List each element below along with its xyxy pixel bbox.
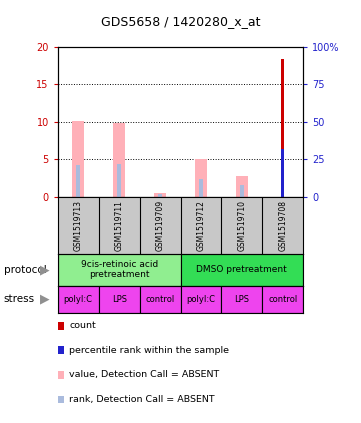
Bar bbox=[158, 194, 162, 197]
Text: percentile rank within the sample: percentile rank within the sample bbox=[69, 346, 229, 355]
Bar bbox=[58, 286, 99, 313]
Text: control: control bbox=[268, 295, 297, 304]
Bar bbox=[73, 121, 84, 197]
Bar bbox=[240, 185, 244, 197]
Text: value, Detection Call = ABSENT: value, Detection Call = ABSENT bbox=[69, 370, 219, 379]
Text: count: count bbox=[69, 321, 96, 330]
Bar bbox=[76, 165, 80, 197]
Text: GSM1519711: GSM1519711 bbox=[115, 200, 123, 251]
Text: GSM1519709: GSM1519709 bbox=[156, 200, 165, 251]
Text: ▶: ▶ bbox=[40, 293, 50, 306]
Bar bbox=[221, 286, 262, 313]
Text: DMSO pretreatment: DMSO pretreatment bbox=[196, 265, 287, 274]
Bar bbox=[113, 123, 125, 197]
Bar bbox=[195, 159, 207, 197]
Bar bbox=[236, 176, 248, 197]
Bar bbox=[281, 59, 284, 197]
Text: GSM1519712: GSM1519712 bbox=[196, 200, 205, 251]
Bar bbox=[180, 286, 221, 313]
Bar bbox=[262, 286, 303, 313]
Bar bbox=[58, 254, 180, 286]
Text: polyI:C: polyI:C bbox=[64, 295, 93, 304]
Text: GDS5658 / 1420280_x_at: GDS5658 / 1420280_x_at bbox=[101, 15, 260, 28]
Text: control: control bbox=[145, 295, 175, 304]
Text: 9cis-retinoic acid
pretreatment: 9cis-retinoic acid pretreatment bbox=[81, 260, 158, 279]
Bar bbox=[140, 286, 180, 313]
Bar bbox=[117, 165, 121, 197]
Text: protocol: protocol bbox=[4, 265, 46, 275]
Text: stress: stress bbox=[4, 294, 35, 304]
Text: GSM1519710: GSM1519710 bbox=[238, 200, 246, 251]
Text: LPS: LPS bbox=[234, 295, 249, 304]
Text: polyI:C: polyI:C bbox=[187, 295, 216, 304]
Bar bbox=[199, 179, 203, 197]
Bar bbox=[281, 149, 284, 197]
Text: GSM1519713: GSM1519713 bbox=[74, 200, 83, 251]
Bar bbox=[99, 286, 140, 313]
Text: GSM1519708: GSM1519708 bbox=[278, 200, 287, 251]
Bar bbox=[180, 254, 303, 286]
Text: LPS: LPS bbox=[112, 295, 127, 304]
Text: ▶: ▶ bbox=[40, 263, 50, 276]
Text: rank, Detection Call = ABSENT: rank, Detection Call = ABSENT bbox=[69, 395, 215, 404]
Bar bbox=[154, 193, 166, 197]
